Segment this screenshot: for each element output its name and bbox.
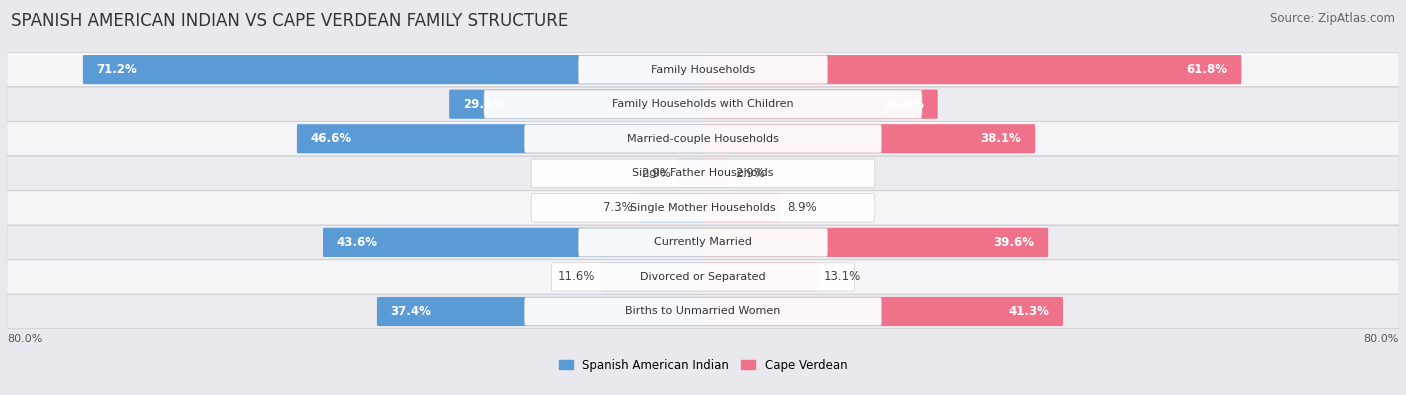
Text: 8.9%: 8.9% [787, 201, 817, 214]
FancyBboxPatch shape [703, 124, 1035, 153]
Text: Single Father Households: Single Father Households [633, 168, 773, 178]
Text: 13.1%: 13.1% [824, 271, 860, 284]
FancyBboxPatch shape [578, 55, 828, 84]
FancyBboxPatch shape [551, 263, 855, 291]
Text: 71.2%: 71.2% [97, 63, 138, 76]
Text: Births to Unmarried Women: Births to Unmarried Women [626, 307, 780, 316]
Legend: Spanish American Indian, Cape Verdean: Spanish American Indian, Cape Verdean [554, 354, 852, 376]
Text: 46.6%: 46.6% [311, 132, 352, 145]
FancyBboxPatch shape [524, 297, 882, 325]
Text: 38.1%: 38.1% [980, 132, 1021, 145]
Text: 37.4%: 37.4% [391, 305, 432, 318]
FancyBboxPatch shape [703, 193, 782, 222]
FancyBboxPatch shape [297, 124, 703, 153]
FancyBboxPatch shape [7, 122, 1399, 156]
Text: Divorced or Separated: Divorced or Separated [640, 272, 766, 282]
FancyBboxPatch shape [703, 159, 728, 188]
FancyBboxPatch shape [638, 193, 703, 222]
FancyBboxPatch shape [578, 228, 828, 256]
Text: Family Households: Family Households [651, 65, 755, 75]
FancyBboxPatch shape [703, 90, 938, 119]
FancyBboxPatch shape [7, 294, 1399, 329]
Text: 41.3%: 41.3% [1008, 305, 1049, 318]
Text: 61.8%: 61.8% [1187, 63, 1227, 76]
FancyBboxPatch shape [678, 159, 703, 188]
FancyBboxPatch shape [83, 55, 703, 84]
Text: 26.9%: 26.9% [883, 98, 924, 111]
Text: 29.1%: 29.1% [463, 98, 503, 111]
FancyBboxPatch shape [7, 156, 1399, 190]
FancyBboxPatch shape [7, 225, 1399, 260]
Text: Family Households with Children: Family Households with Children [612, 99, 794, 109]
FancyBboxPatch shape [7, 191, 1399, 225]
FancyBboxPatch shape [703, 228, 1049, 257]
Text: 80.0%: 80.0% [1364, 334, 1399, 344]
Text: 7.3%: 7.3% [603, 201, 633, 214]
FancyBboxPatch shape [703, 297, 1063, 326]
FancyBboxPatch shape [484, 90, 922, 118]
Text: 11.6%: 11.6% [558, 271, 595, 284]
FancyBboxPatch shape [377, 297, 703, 326]
FancyBboxPatch shape [703, 55, 1241, 84]
FancyBboxPatch shape [449, 90, 703, 119]
Text: Source: ZipAtlas.com: Source: ZipAtlas.com [1270, 12, 1395, 25]
FancyBboxPatch shape [7, 53, 1399, 87]
Text: SPANISH AMERICAN INDIAN VS CAPE VERDEAN FAMILY STRUCTURE: SPANISH AMERICAN INDIAN VS CAPE VERDEAN … [11, 12, 568, 30]
Text: Married-couple Households: Married-couple Households [627, 134, 779, 144]
FancyBboxPatch shape [531, 194, 875, 222]
Text: Single Mother Households: Single Mother Households [630, 203, 776, 213]
Text: 39.6%: 39.6% [994, 236, 1035, 249]
FancyBboxPatch shape [602, 262, 703, 292]
Text: 80.0%: 80.0% [7, 334, 42, 344]
Text: 2.9%: 2.9% [641, 167, 671, 180]
FancyBboxPatch shape [531, 159, 875, 188]
Text: 43.6%: 43.6% [337, 236, 378, 249]
FancyBboxPatch shape [7, 260, 1399, 294]
Text: Currently Married: Currently Married [654, 237, 752, 247]
FancyBboxPatch shape [323, 228, 703, 257]
FancyBboxPatch shape [7, 87, 1399, 121]
Text: 2.9%: 2.9% [735, 167, 765, 180]
FancyBboxPatch shape [703, 262, 818, 292]
FancyBboxPatch shape [524, 124, 882, 153]
